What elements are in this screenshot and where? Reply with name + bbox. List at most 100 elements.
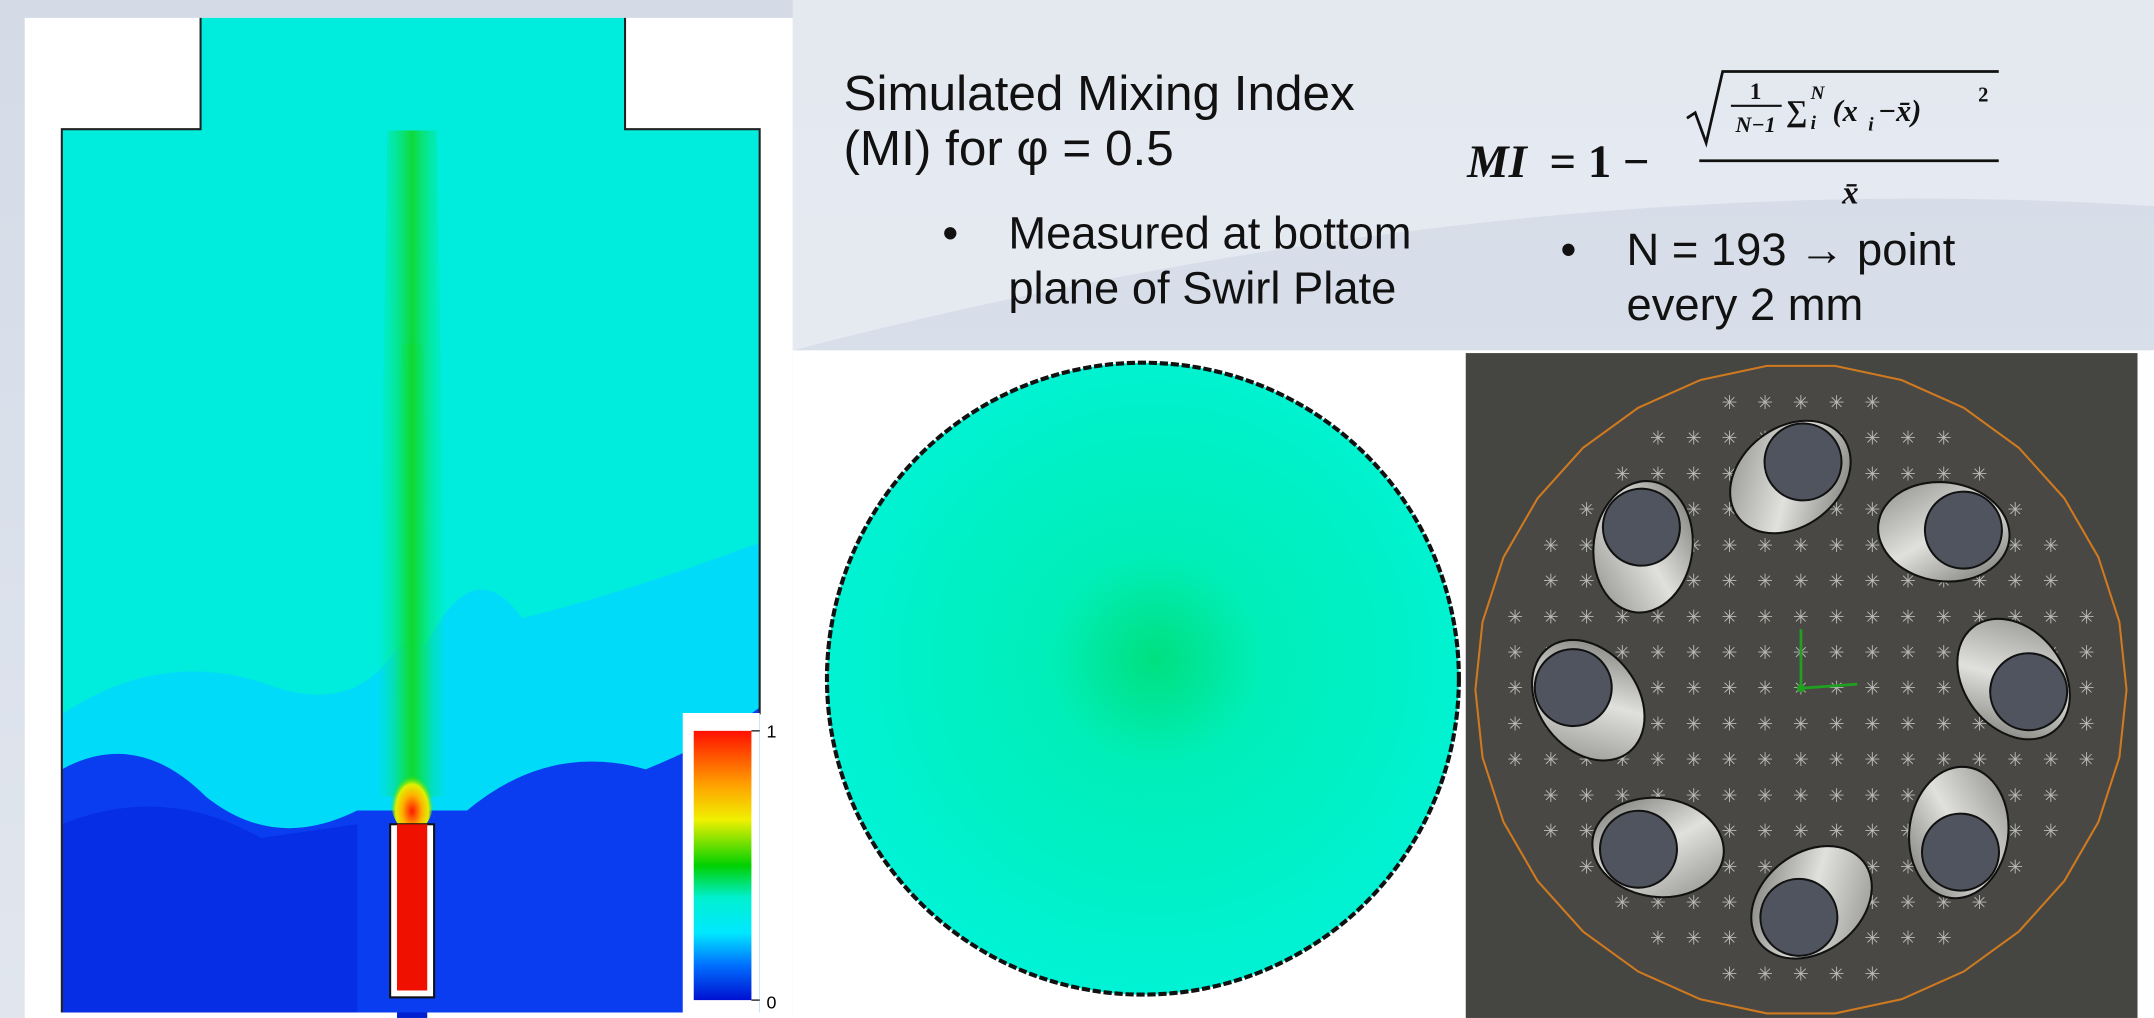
sample-point: ✳ [2007, 500, 2023, 521]
sample-point: ✳ [1757, 964, 1773, 985]
bullet-box-left: • Measured at bottom plane of Swirl Plat… [942, 206, 1464, 330]
sample-point: ✳ [1543, 607, 1559, 628]
sample-point: ✳ [1650, 750, 1666, 771]
sample-point: ✳ [2007, 786, 2023, 807]
sample-point: ✳ [1864, 464, 1880, 485]
sample-point: ✳ [1829, 643, 1845, 664]
sample-point: ✳ [1757, 822, 1773, 843]
sample-point: ✳ [1686, 893, 1702, 914]
sample-point: ✳ [2043, 786, 2059, 807]
sample-point: ✳ [1864, 500, 1880, 521]
sample-point: ✳ [1829, 607, 1845, 628]
bullet-text: Measured at bottom plane of Swirl Plate [1008, 206, 1448, 316]
sample-point: ✳ [1721, 822, 1737, 843]
sample-point: ✳ [1864, 572, 1880, 593]
sample-point: ✳ [1793, 822, 1809, 843]
mixing-plane [827, 363, 1459, 995]
sample-point: ✳ [1507, 643, 1523, 664]
bullet-box-right: • N = 193 → point every 2 mm [1561, 223, 2028, 347]
sample-point: ✳ [1757, 714, 1773, 735]
sample-point: ✳ [1543, 786, 1559, 807]
sample-point: ✳ [2007, 750, 2023, 771]
sample-point: ✳ [1721, 750, 1737, 771]
sample-point: ✳ [1543, 750, 1559, 771]
sample-point: ✳ [1864, 822, 1880, 843]
sample-point: ✳ [1650, 714, 1666, 735]
denominator: x̄ [1841, 175, 1858, 211]
sample-point: ✳ [2079, 643, 2095, 664]
sample-point: ✳ [2079, 679, 2095, 700]
sample-point: ✳ [1614, 464, 1630, 485]
sample-point: ✳ [1864, 679, 1880, 700]
sample-point: ✳ [1936, 929, 1952, 950]
bullet-text: N = 193 → point every 2 mm [1626, 223, 1997, 333]
sample-point: ✳ [1757, 536, 1773, 557]
sample-point: ✳ [1900, 607, 1916, 628]
sample-point: ✳ [1543, 536, 1559, 557]
sample-point: ✳ [1721, 679, 1737, 700]
sample-point: ✳ [1650, 679, 1666, 700]
sample-point: ✳ [1686, 714, 1702, 735]
sample-point: ✳ [1686, 750, 1702, 771]
sample-point: ✳ [1579, 607, 1595, 628]
sample-point: ✳ [2043, 822, 2059, 843]
sample-point: ✳ [1864, 643, 1880, 664]
sum: ∑ [1786, 94, 1808, 128]
sample-point: ✳ [1579, 857, 1595, 878]
sample-point: ✳ [1650, 929, 1666, 950]
sample-point: ✳ [1793, 607, 1809, 628]
sample-point: ✳ [1829, 714, 1845, 735]
sample-point: ✳ [1686, 929, 1702, 950]
sample-point: ✳ [1864, 607, 1880, 628]
sample-point: ✳ [1829, 964, 1845, 985]
formula-lhs: MI [1466, 136, 1529, 188]
sample-point: ✳ [1900, 714, 1916, 735]
sample-point: ✳ [2007, 822, 2023, 843]
sample-point: ✳ [1900, 464, 1916, 485]
inner-den: N−1 [1735, 112, 1776, 137]
colorbar-min: 0 [767, 992, 777, 1012]
term: (x [1833, 94, 1858, 128]
sample-point: ✳ [1900, 750, 1916, 771]
sample-point: ✳ [1721, 714, 1737, 735]
sample-point: ✳ [1721, 857, 1737, 878]
sample-point: ✳ [1971, 464, 1987, 485]
sample-point: ✳ [2079, 714, 2095, 735]
sample-point: ✳ [1900, 893, 1916, 914]
sample-point: ✳ [1579, 500, 1595, 521]
sample-point: ✳ [2043, 750, 2059, 771]
flame [390, 761, 434, 832]
sample-point: ✳ [1686, 643, 1702, 664]
sample-point: ✳ [2079, 750, 2095, 771]
term-sub: i [1868, 115, 1874, 136]
sample-point: ✳ [1864, 750, 1880, 771]
bullet-symbol: • [1561, 223, 1627, 333]
sample-point: ✳ [1793, 750, 1809, 771]
sample-point: ✳ [1721, 572, 1737, 593]
sample-point: ✳ [1757, 679, 1773, 700]
sample-point: ✳ [1543, 572, 1559, 593]
sample-point: ✳ [1900, 679, 1916, 700]
sample-point: ✳ [1721, 929, 1737, 950]
sample-point: ✳ [1721, 964, 1737, 985]
sample-point: ✳ [1579, 572, 1595, 593]
sample-point: ✳ [1686, 429, 1702, 450]
cfd-section: 1 0 [25, 18, 793, 1018]
sample-point: ✳ [1721, 643, 1737, 664]
inlet [397, 1012, 427, 1017]
sample-point: ✳ [1686, 572, 1702, 593]
sample-point: ✳ [1793, 572, 1809, 593]
inner-num: 1 [1750, 79, 1762, 105]
sample-point: ✳ [1650, 429, 1666, 450]
sample-point: ✳ [1686, 607, 1702, 628]
sample-point: ✳ [1936, 714, 1952, 735]
sample-point: ✳ [1507, 679, 1523, 700]
sample-point: ✳ [1971, 893, 1987, 914]
sample-point: ✳ [1721, 536, 1737, 557]
sample-point: ✳ [1829, 393, 1845, 414]
swirl-plate-view: ✳ ✳ ✳ ✳ ✳ ✳ ✳ ✳ ✳ ✳ ✳ ✳ ✳ ✳ ✳ ✳ ✳ ✳ ✳ ✳ ✳ ✳ ✳ ✳ ✳ ✳ ✳ ✳ ✳ ✳ ✳ ✳ ✳ ✳ ✳ ✳ ✳ ✳ ✳ ✳… [1466, 353, 2138, 1018]
sample-point: ✳ [1614, 893, 1630, 914]
sample-point: ✳ [1829, 679, 1845, 700]
sum-sup: N [1810, 83, 1826, 104]
sample-point: ✳ [1829, 536, 1845, 557]
